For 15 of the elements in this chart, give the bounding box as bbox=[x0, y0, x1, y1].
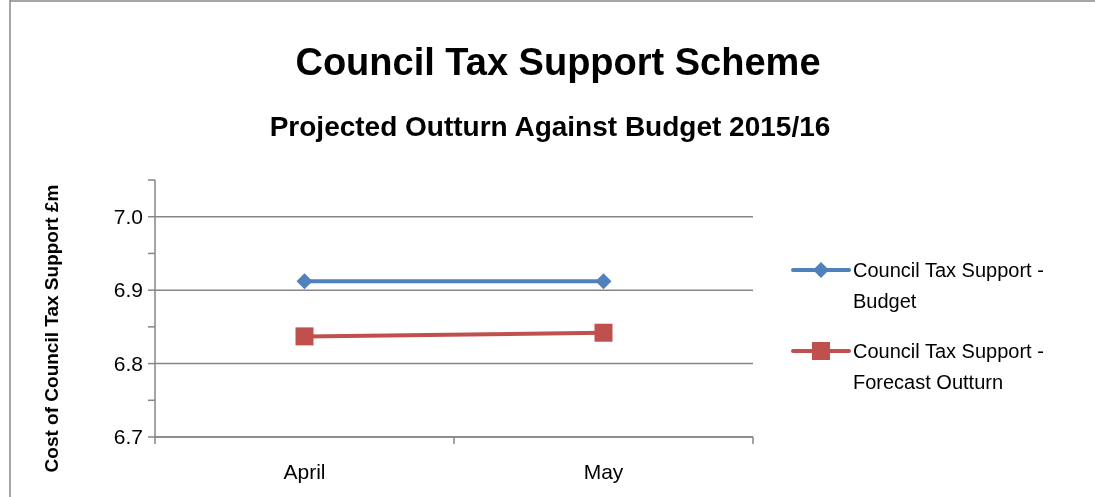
x-tick-label: May bbox=[583, 460, 624, 483]
chart-subtitle: Projected Outturn Against Budget 2015/16 bbox=[269, 111, 831, 142]
point bbox=[296, 273, 313, 290]
point bbox=[594, 323, 613, 342]
chart-title: Council Tax Support Scheme bbox=[295, 41, 821, 83]
point bbox=[595, 273, 612, 290]
y-axis-title: Cost of Council Tax Support £m bbox=[41, 184, 62, 473]
point bbox=[295, 327, 314, 346]
legend-label: Council Tax Support - Forecast Outturn bbox=[853, 340, 1044, 393]
y-tick-label: 6.9 bbox=[113, 278, 143, 302]
legend-label: Council Tax Support - Budget bbox=[853, 259, 1044, 312]
y-tick-label: 6.8 bbox=[113, 351, 143, 375]
x-tick-label: April bbox=[283, 460, 326, 483]
y-tick-label: 7.0 bbox=[113, 205, 143, 229]
y-tick-label: 6.7 bbox=[113, 425, 143, 449]
